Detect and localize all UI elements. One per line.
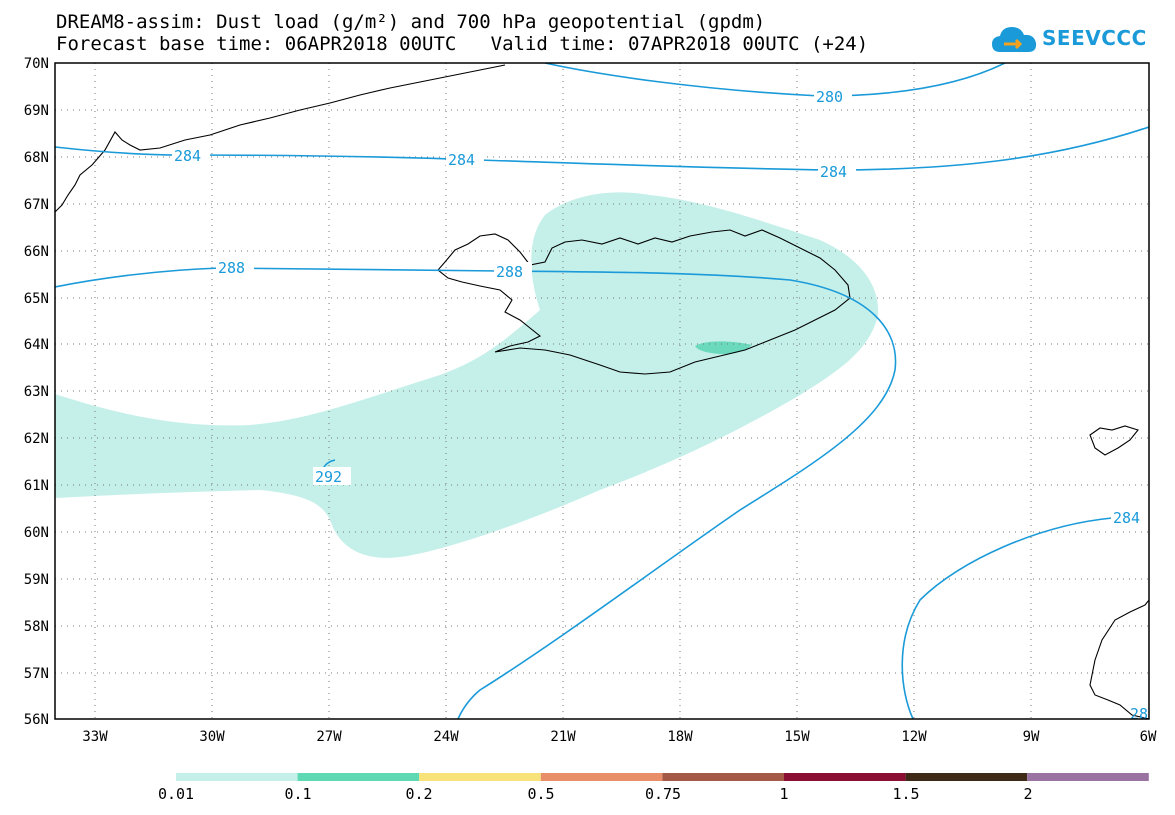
- lat-label: 66N: [24, 244, 49, 260]
- lon-label: 18W: [667, 729, 693, 745]
- colorbar-ticks: 0.01 0.1 0.2 0.5 0.75 1 1.5 2: [158, 785, 1033, 803]
- contour-label: 284: [1113, 509, 1140, 527]
- lat-label: 57N: [24, 666, 49, 682]
- lon-label: 30W: [199, 729, 225, 745]
- grid-lines: [55, 63, 1149, 719]
- contour-label: 284: [820, 163, 847, 181]
- contour-label: 288: [218, 259, 245, 277]
- lat-label: 65N: [24, 291, 49, 307]
- colorbar-swatch: [176, 773, 298, 781]
- colorbar-swatch: [1027, 773, 1149, 781]
- colorbar-swatch: [662, 773, 784, 781]
- contour-label: 28: [1130, 705, 1148, 723]
- lat-label: 56N: [24, 712, 49, 728]
- lat-label: 69N: [24, 103, 49, 119]
- lon-label: 33W: [82, 729, 108, 745]
- lat-label: 64N: [24, 337, 49, 353]
- contour-label: 280: [816, 88, 843, 106]
- lat-label: 62N: [24, 431, 49, 447]
- contour-label: 288: [496, 263, 523, 281]
- colorbar-tick: 2: [1023, 785, 1032, 803]
- logo-text: SEEVCCC: [1042, 26, 1147, 50]
- contour-label: 284: [174, 147, 201, 165]
- lon-label: 6W: [1140, 729, 1157, 745]
- dust-region-high: [695, 341, 752, 355]
- colorbar-tick: 0.5: [527, 785, 554, 803]
- lat-label: 59N: [24, 572, 49, 588]
- colorbar-tick: 0.01: [158, 785, 194, 803]
- lat-label: 70N: [24, 56, 49, 72]
- lon-label: 9W: [1023, 729, 1040, 745]
- colorbar-swatch: [419, 773, 541, 781]
- colorbar-tick: 0.1: [284, 785, 311, 803]
- colorbar-swatches: [176, 773, 1149, 781]
- lat-label: 58N: [24, 619, 49, 635]
- colorbar-swatch: [905, 773, 1028, 781]
- cloud-icon: [992, 27, 1037, 52]
- contour-288: [55, 267, 897, 719]
- faroe-coast: [1089, 425, 1139, 456]
- plot-frame: [54, 62, 1150, 720]
- contour-label: 292: [315, 468, 342, 486]
- longitude-labels: 33W 30W 27W 24W 21W 18W 15W 12W 9W 6W: [82, 729, 1157, 745]
- coastlines: [55, 64, 1149, 719]
- colorbar-swatch: [540, 773, 663, 781]
- colorbar-tick: 1.5: [892, 785, 919, 803]
- iceland-coast: [437, 229, 851, 375]
- latitude-labels: 70N 69N 68N 67N 66N 65N 64N 63N 62N 61N …: [24, 56, 49, 728]
- lat-label: 60N: [24, 525, 49, 541]
- greenland-coast: [55, 64, 506, 213]
- map-title: DREAM8-assim: Dust load (g/m²) and 700 h…: [56, 11, 766, 33]
- colorbar-swatch: [784, 773, 906, 781]
- lon-label: 15W: [784, 729, 810, 745]
- colorbar-tick: 1: [779, 785, 788, 803]
- colorbar-swatch: [297, 773, 420, 781]
- map-subtitle: Forecast base time: 06APR2018 00UTC Vali…: [56, 33, 869, 55]
- lat-label: 67N: [24, 197, 49, 213]
- scotland-coast: [1089, 599, 1149, 719]
- colorbar: 0.01 0.1 0.2 0.5 0.75 1 1.5 2: [158, 773, 1149, 803]
- lon-label: 24W: [433, 729, 459, 745]
- dust-region-low: [55, 192, 879, 558]
- lat-label: 68N: [24, 150, 49, 166]
- lon-label: 12W: [901, 729, 927, 745]
- lat-label: 61N: [24, 478, 49, 494]
- colorbar-tick: 0.75: [645, 785, 681, 803]
- seevccc-logo: SEEVCCC: [990, 20, 1150, 60]
- contour-280: [544, 63, 1006, 97]
- contour-284-south: [901, 514, 1149, 719]
- colorbar-tick: 0.2: [405, 785, 432, 803]
- lat-label: 63N: [24, 384, 49, 400]
- lon-label: 21W: [550, 729, 576, 745]
- lon-label: 27W: [316, 729, 342, 745]
- contour-label: 284: [448, 151, 475, 169]
- contour-labels: 280 284 284 284 288 288 292 284 28: [172, 87, 1149, 723]
